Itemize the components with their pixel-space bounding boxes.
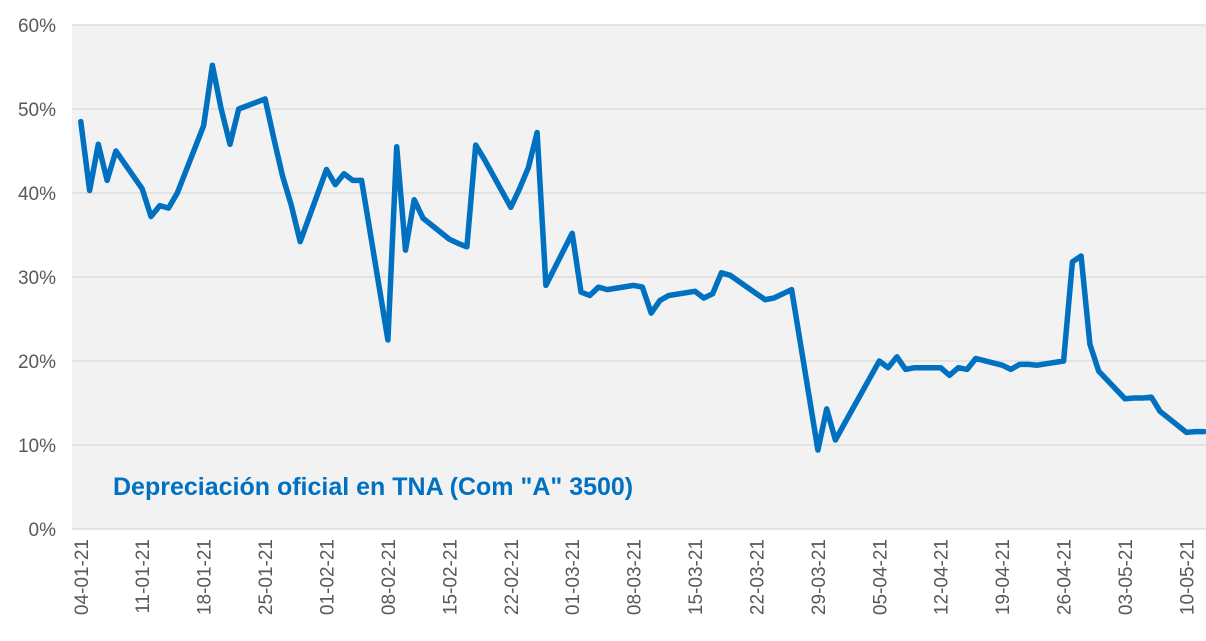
x-tick-label: 05-04-21 xyxy=(870,539,891,615)
y-tick-label: 50% xyxy=(18,100,56,121)
x-tick-label: 08-03-21 xyxy=(625,539,646,615)
x-tick-label: 22-02-21 xyxy=(502,539,523,615)
x-tick-label: 25-01-21 xyxy=(256,539,277,615)
x-tick-label: 11-01-21 xyxy=(133,539,154,614)
x-tick-label: 03-05-21 xyxy=(1116,539,1137,615)
x-tick-label: 22-03-21 xyxy=(747,539,768,615)
x-tick-label: 15-03-21 xyxy=(686,539,707,615)
x-tick-label: 15-02-21 xyxy=(440,539,461,615)
x-tick-label: 04-01-21 xyxy=(72,539,93,615)
y-tick-label: 40% xyxy=(18,184,56,205)
x-tick-label: 18-01-21 xyxy=(195,539,216,615)
data-line xyxy=(78,62,1206,453)
x-tick-label: 01-02-21 xyxy=(317,539,338,615)
y-tick-label: 0% xyxy=(29,520,57,541)
y-tick-label: 60% xyxy=(18,16,56,37)
x-tick-label: 08-02-21 xyxy=(379,539,400,615)
x-tick-label: 12-04-21 xyxy=(932,539,953,615)
y-tick-label: 10% xyxy=(18,436,56,457)
x-tick-label: 10-05-21 xyxy=(1177,539,1198,615)
y-tick-label: 30% xyxy=(18,268,56,289)
series-label: Depreciación oficial en TNA (Com "A" 350… xyxy=(113,473,633,501)
x-tick-label: 01-03-21 xyxy=(563,539,584,615)
x-tick-label: 29-03-21 xyxy=(809,539,830,615)
y-tick-label: 20% xyxy=(18,352,56,373)
x-tick-label: 26-04-21 xyxy=(1055,539,1076,615)
x-tick-label: 19-04-21 xyxy=(993,539,1014,615)
